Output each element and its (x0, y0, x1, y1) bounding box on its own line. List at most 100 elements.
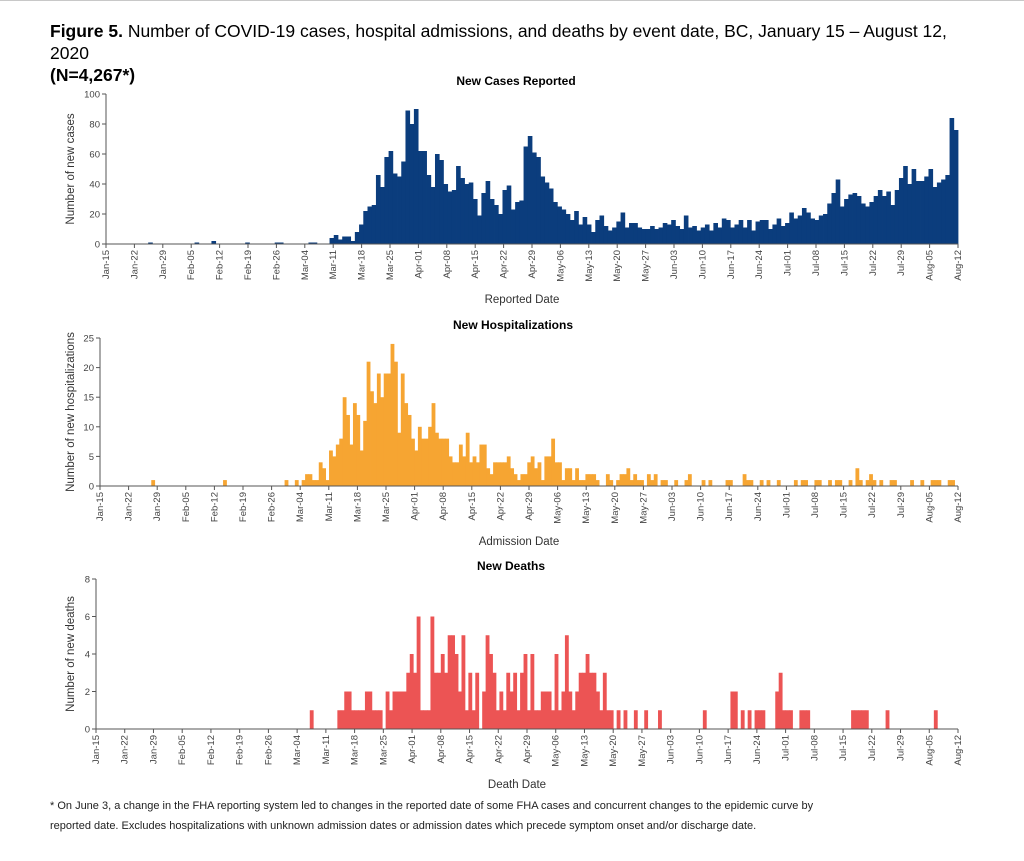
bar (789, 212, 794, 244)
bar (342, 236, 347, 244)
bar (447, 191, 453, 244)
bar (602, 672, 607, 729)
bar (838, 480, 843, 486)
bar (325, 480, 330, 486)
bar (801, 208, 807, 244)
y-tick-label: 25 (83, 334, 94, 345)
bar (471, 710, 476, 729)
bar (392, 173, 398, 244)
x-tick-label: Jun-03 (667, 492, 678, 521)
y-tick-label: 8 (85, 575, 90, 586)
bar (654, 229, 659, 244)
bar (920, 181, 925, 244)
bar (759, 480, 764, 486)
bar (469, 462, 473, 486)
bar (485, 635, 490, 729)
x-tick-label: Aug-12 (953, 735, 964, 766)
bar (551, 438, 556, 486)
bar (481, 193, 487, 244)
x-tick-label: Jul-22 (867, 492, 878, 518)
bar (486, 468, 491, 486)
bar (468, 182, 474, 244)
bar (383, 373, 388, 486)
bar (416, 616, 421, 729)
bar (858, 480, 863, 486)
bar (865, 206, 870, 244)
x-tick-label: Jul-01 (783, 250, 794, 276)
bar (738, 220, 744, 244)
y-tick-label: 0 (95, 240, 100, 251)
bar (351, 710, 355, 729)
bar (356, 414, 361, 486)
bar (308, 242, 314, 244)
bar (778, 672, 783, 729)
bar (418, 151, 423, 244)
x-tick-label: Jul-15 (839, 492, 850, 518)
bar (571, 480, 576, 486)
bar (605, 474, 610, 486)
bar (437, 672, 442, 729)
bar (368, 691, 373, 729)
bar (509, 691, 514, 729)
bar (409, 124, 415, 244)
x-tick-label: Feb-26 (267, 492, 278, 522)
bar (785, 710, 790, 729)
bar (390, 343, 395, 486)
bar (460, 178, 465, 244)
bar (385, 691, 390, 729)
x-tick-label: Aug-05 (925, 250, 936, 281)
bar (924, 176, 929, 244)
bar (831, 193, 837, 244)
bar (920, 480, 925, 486)
x-tick-label: Apr-22 (499, 250, 510, 279)
footnote: * On June 3, a change in the FHA reporti… (50, 796, 980, 836)
x-tick-label: Jul-22 (868, 250, 879, 276)
bar (848, 480, 853, 486)
bar (354, 232, 360, 244)
bar (527, 462, 532, 486)
bar (461, 635, 466, 729)
bar (585, 654, 590, 729)
bar (742, 227, 748, 244)
bar (523, 654, 528, 729)
x-tick-label: Feb-19 (235, 735, 246, 765)
bar (397, 176, 402, 244)
bar (740, 710, 745, 729)
bar (675, 226, 681, 244)
bar (782, 710, 786, 729)
bar (609, 710, 614, 729)
x-axis-label: Admission Date (479, 536, 560, 548)
bar (402, 691, 407, 729)
bar (930, 480, 935, 486)
bar (148, 242, 153, 244)
y-tick-label: 20 (89, 210, 100, 221)
bar (609, 480, 614, 486)
bar (776, 480, 781, 486)
bar (458, 691, 462, 729)
bar (947, 480, 952, 486)
bar (347, 691, 352, 729)
bar (793, 218, 799, 244)
bar (641, 229, 647, 244)
bar (554, 462, 559, 486)
x-tick-label: Jan-22 (129, 250, 140, 279)
chart-title: New Deaths (477, 559, 545, 573)
bar (747, 220, 752, 244)
bar (889, 480, 894, 486)
bar (520, 474, 525, 486)
bar (848, 194, 853, 244)
bar (493, 462, 497, 486)
bar (806, 710, 811, 729)
bar (354, 710, 359, 729)
bar (397, 432, 402, 486)
bar (465, 432, 470, 486)
bar (692, 226, 697, 244)
y-tick-label: 20 (83, 363, 94, 374)
bar (308, 474, 313, 486)
bar (827, 203, 832, 244)
bar (448, 456, 453, 486)
bar (329, 450, 333, 486)
bar (835, 179, 841, 244)
bar (817, 480, 822, 486)
bar (633, 223, 638, 244)
